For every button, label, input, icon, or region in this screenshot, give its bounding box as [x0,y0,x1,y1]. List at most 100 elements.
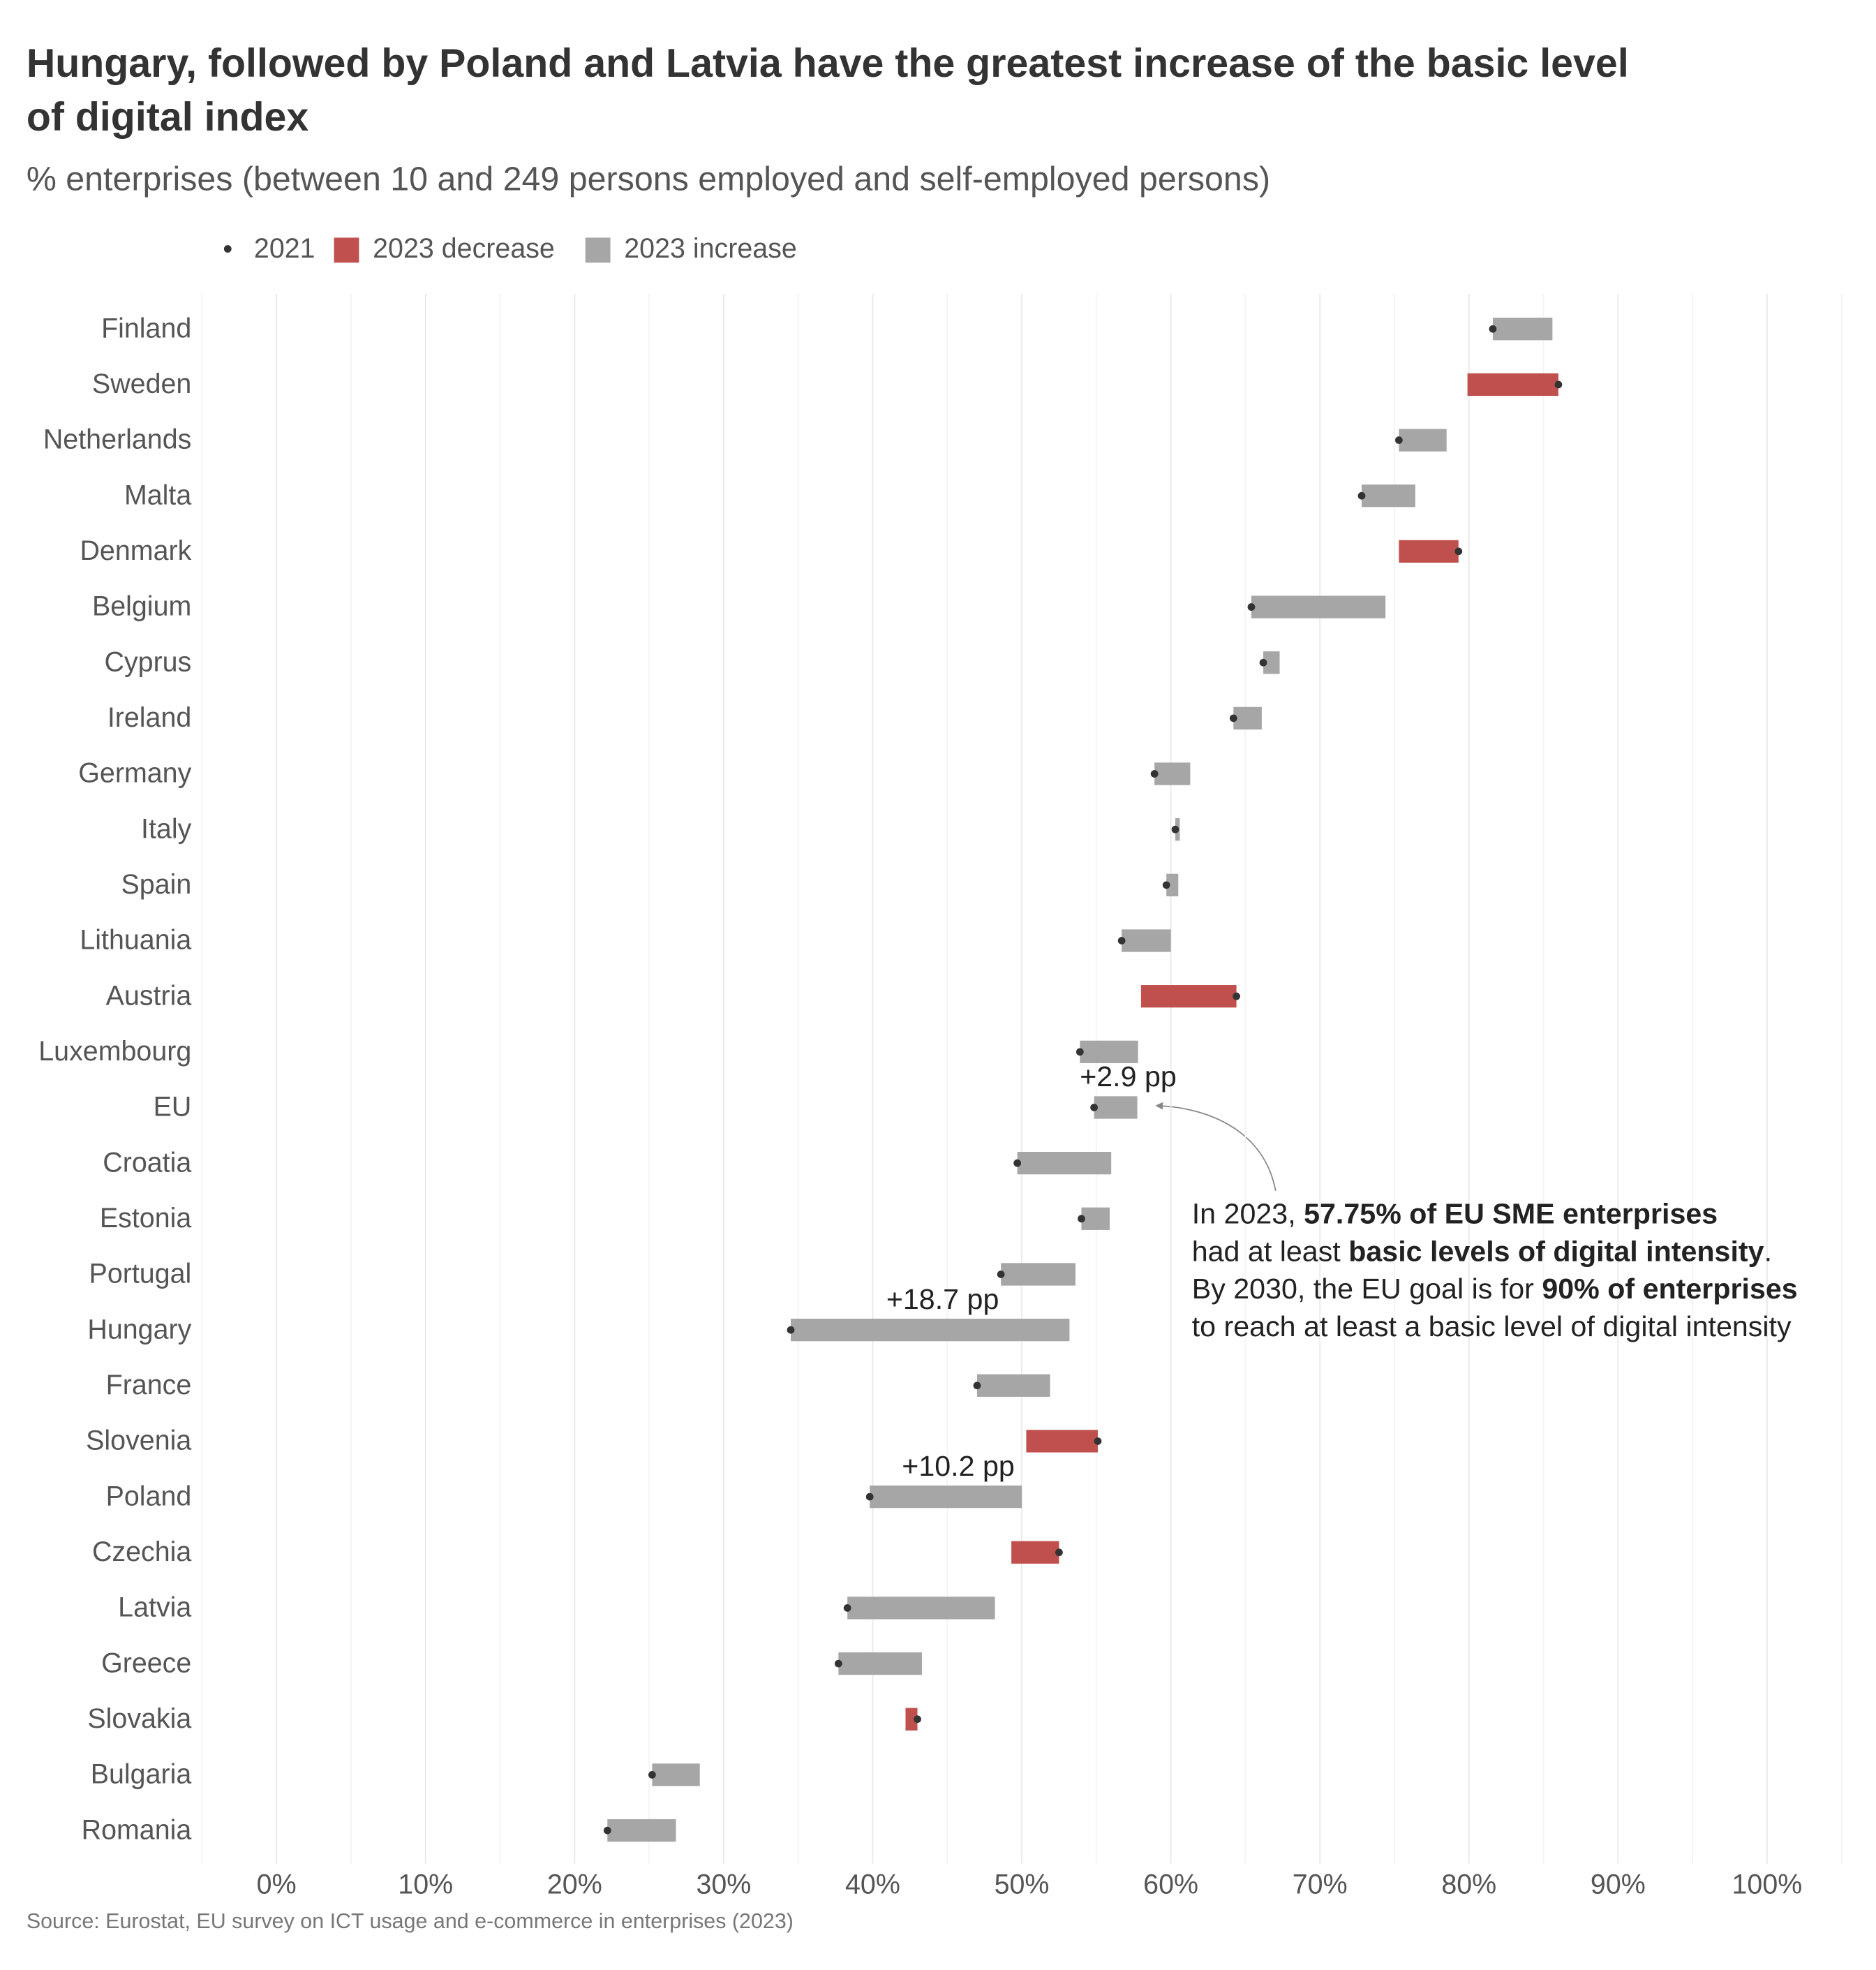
chart-title: Hungary, followed by Poland and Latvia h… [27,41,1629,86]
x-tick-label: 0% [257,1869,297,1899]
x-tick-label: 10% [398,1869,453,1899]
dot-2021 [1171,825,1179,834]
y-tick-label: Spain [121,869,192,900]
note-segment: 90% of enterprises [1542,1273,1797,1305]
bar [847,1597,995,1620]
bar [1263,651,1280,674]
note-line: to reach at least a basic level of digit… [1192,1310,1792,1342]
bar [838,1652,922,1675]
bar [1233,706,1262,730]
bar [1011,1541,1059,1564]
dot-2021 [1013,1159,1022,1167]
y-tick-label: Belgium [92,591,191,622]
dot-2021 [1395,436,1403,444]
bar [1154,762,1191,785]
y-tick-label: Bulgaria [91,1759,192,1790]
bar [1467,373,1558,397]
y-tick-label: Slovakia [87,1703,191,1734]
y-tick-label: Sweden [92,369,191,399]
dot-2021 [1055,1548,1063,1557]
bar [1026,1430,1098,1453]
bar [1017,1152,1112,1175]
legend-label: 2023 increase [624,233,797,264]
annotation: +2.9 pp [1080,1060,1177,1093]
dot-2021 [787,1326,795,1334]
y-tick-label: Italy [141,813,192,844]
x-tick-label: 20% [547,1869,602,1899]
source: Source: Eurostat, EU survey on ICT usage… [27,1909,794,1933]
note-segment: basic levels of digital intensity [1348,1235,1764,1267]
y-tick-label: Latvia [118,1592,191,1623]
y-tick-label: France [106,1370,192,1400]
dot-2021 [1117,937,1126,945]
y-tick-label: Poland [106,1481,192,1511]
dot-2021 [1162,881,1170,889]
y-tick-label: Denmark [80,535,191,566]
dot-2021 [603,1826,611,1835]
bar [1251,595,1386,619]
y-tick-label: Cyprus [104,646,191,677]
note-line: had at least basic levels of digital int… [1192,1235,1772,1267]
bar [976,1374,1050,1397]
dot-2021 [834,1659,842,1668]
bar [652,1763,700,1786]
annotation: +10.2 pp [902,1450,1015,1482]
bar [1001,1263,1075,1286]
note-line: By 2030, the EU goal is for 90% of enter… [1192,1273,1798,1305]
bar [1166,873,1179,896]
chart-title: of digital index [27,95,309,140]
legend-label: 2021 [254,233,315,264]
dot-2021 [1090,1104,1099,1111]
y-tick-label: Ireland [107,702,191,733]
dot-2021 [1233,992,1240,1000]
dot-2021 [1259,658,1267,667]
dot-2021 [973,1382,981,1390]
dot-2021 [1229,714,1237,723]
dot-2021 [914,1715,921,1724]
dot-2021 [865,1493,874,1501]
dot-2021 [1078,1215,1085,1223]
bar [1362,484,1415,508]
note-segment: In 2023, [1192,1197,1304,1229]
y-tick-label: Finland [101,313,191,343]
dot-2021 [1454,547,1463,556]
note-line: In 2023, 57.75% of EU SME enterprises [1192,1197,1718,1229]
bar [1094,1096,1138,1119]
bar [1081,1207,1110,1230]
annotation: +18.7 pp [886,1283,999,1315]
dot-2021 [1247,603,1256,611]
y-tick-label: Croatia [103,1147,191,1178]
dot-2021 [1357,491,1366,500]
dot-2021 [1075,1048,1084,1056]
dot-2021 [997,1271,1005,1278]
dot-2021 [648,1771,656,1779]
y-tick-label: Romania [82,1814,192,1845]
y-tick-label: Germany [78,758,191,789]
y-tick-label: Malta [124,480,191,510]
note-segment: By 2030, the EU goal is for [1192,1273,1542,1305]
bar [791,1319,1070,1342]
note-segment: . [1764,1235,1772,1267]
x-tick-label: 80% [1441,1869,1496,1899]
note-segment: had at least [1192,1235,1348,1267]
chart-subtitle: % enterprises (between 10 and 249 person… [27,161,1270,198]
note-segment: to reach at least a basic level of digit… [1192,1310,1792,1342]
y-tick-label: Greece [101,1647,191,1678]
bar [1399,429,1447,452]
y-tick-label: Austria [106,980,192,1011]
y-tick-label: EU [154,1092,192,1123]
x-tick-label: 40% [845,1869,900,1899]
x-tick-label: 100% [1732,1869,1803,1899]
y-tick-label: Hungary [87,1314,191,1345]
legend-swatch [585,237,611,263]
dot-2021 [1489,325,1497,333]
bar [1140,985,1237,1008]
legend-label: 2023 decrease [373,233,555,264]
y-tick-label: Lithuania [80,925,191,956]
dot-2021 [1150,770,1159,778]
x-tick-label: 90% [1591,1869,1646,1899]
dot-2021 [1094,1437,1102,1445]
legend-dot [223,245,232,253]
x-tick-label: 50% [995,1869,1050,1899]
